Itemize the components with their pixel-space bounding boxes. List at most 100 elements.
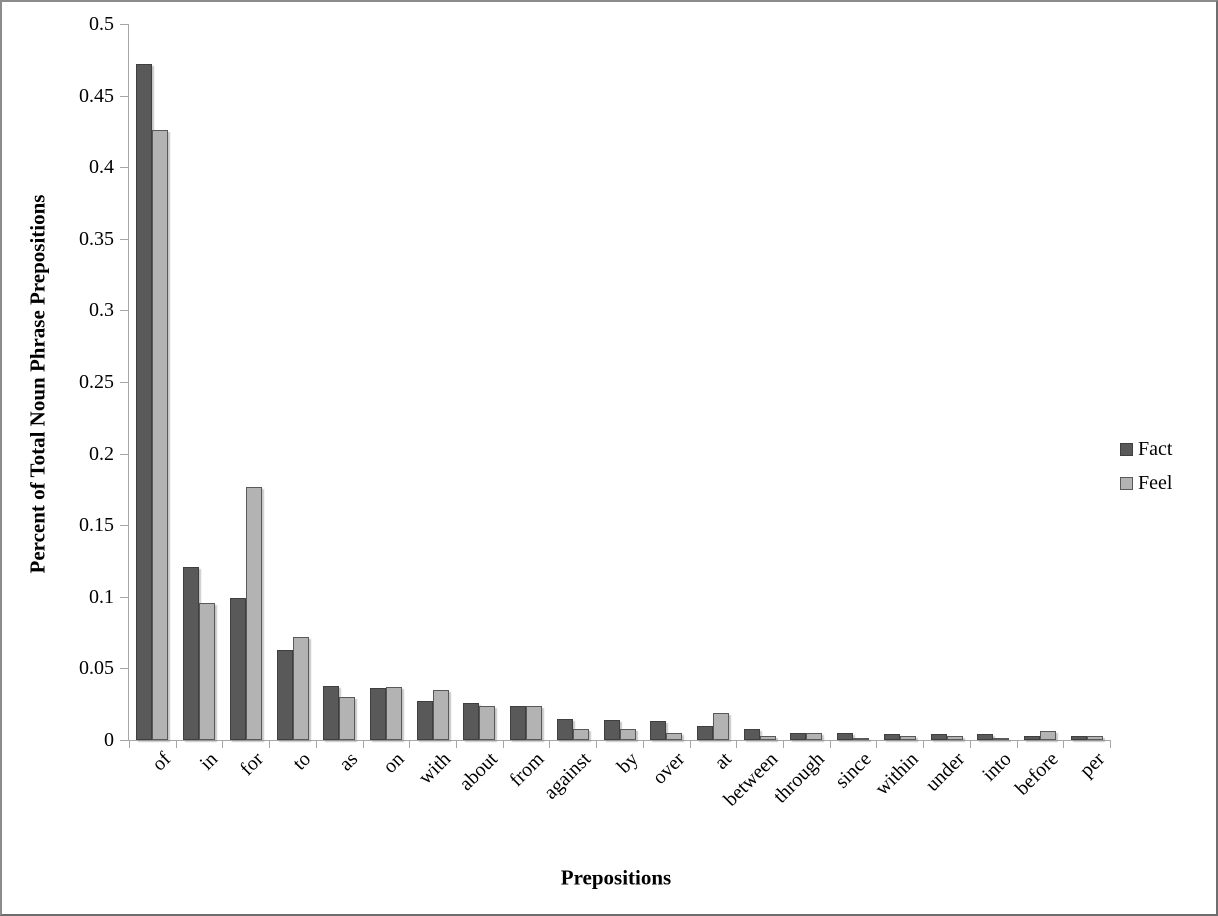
x-tick-label-of: of (147, 748, 175, 776)
y-tick-label: 0 (104, 729, 114, 751)
y-tick-label: 0.25 (79, 371, 114, 393)
x-axis-tick (643, 740, 644, 748)
x-tick-label-at: at (709, 748, 736, 774)
y-tick-label: 0.3 (89, 299, 114, 321)
y-axis-tick (120, 668, 128, 669)
bar-fact-before (1024, 736, 1040, 740)
x-axis-tick (596, 740, 597, 748)
x-axis-tick (316, 740, 317, 748)
x-axis-tick (923, 740, 924, 748)
bar-fact-per (1071, 736, 1087, 740)
legend-item-fact: Fact (1120, 438, 1172, 460)
bar-fact-within (884, 734, 900, 740)
x-axis-tick (876, 740, 877, 748)
y-axis-tick (120, 597, 128, 598)
x-axis-title: Prepositions (560, 865, 672, 890)
y-axis-tick (120, 740, 128, 741)
y-axis-tick (120, 525, 128, 526)
bar-feel-with (433, 690, 449, 740)
legend-swatch-fact-icon (1120, 442, 1133, 456)
x-tick-label-through: through (769, 748, 829, 808)
bar-feel-on (386, 687, 402, 740)
x-tick-label-on: on (378, 748, 409, 778)
x-tick-label-by: by (612, 748, 643, 778)
y-tick-label: 0.4 (89, 156, 114, 178)
legend-item-feel: Feel (1120, 472, 1172, 494)
plot-area (120, 24, 1111, 748)
y-tick-label: 0.35 (79, 228, 114, 250)
bar-feel-per (1087, 736, 1103, 740)
bar-feel-since (853, 738, 869, 740)
x-tick-label-against: against (539, 748, 596, 804)
x-axis-tick (503, 740, 504, 748)
x-tick-label-since: since (831, 748, 876, 793)
y-tick-label: 0.2 (89, 443, 114, 465)
bar-fact-under (931, 734, 947, 740)
x-axis-tick (690, 740, 691, 748)
y-axis-tick (120, 24, 128, 25)
x-tick-label-for: for (236, 748, 269, 781)
bar-feel-between (760, 736, 776, 740)
y-axis-tick (120, 167, 128, 168)
x-tick-label-to: to (288, 748, 316, 775)
bar-fact-about (463, 703, 479, 740)
legend-label-fact: Fact (1138, 437, 1173, 460)
bar-fact-with (417, 701, 433, 740)
x-axis-tick (830, 740, 831, 748)
bar-feel-of (152, 130, 168, 740)
bar-fact-of (136, 64, 152, 740)
x-axis-tick (549, 740, 550, 748)
bar-feel-as (339, 697, 355, 740)
x-tick-label-before: before (1010, 748, 1063, 800)
bar-feel-through (806, 733, 822, 740)
legend-label-feel: Feel (1138, 471, 1173, 494)
bar-feel-from (526, 706, 542, 740)
x-tick-label-about: about (454, 748, 502, 795)
x-axis-tick (176, 740, 177, 748)
bar-feel-under (947, 736, 963, 740)
x-tick-label-as: as (334, 748, 362, 776)
x-axis-tick (1110, 740, 1111, 748)
y-tick-label: 0.15 (79, 514, 114, 536)
y-axis-tick (120, 96, 128, 97)
x-tick-label-per: per (1075, 748, 1110, 782)
bar-feel-for (246, 487, 262, 740)
x-axis-tick (783, 740, 784, 748)
x-axis-tick (363, 740, 364, 748)
y-tick-label: 0.05 (79, 657, 114, 679)
x-tick-label-in: in (195, 748, 222, 775)
bar-fact-at (697, 726, 713, 740)
bar-fact-since (837, 733, 853, 740)
x-axis-tick (129, 740, 130, 748)
x-axis-tick (970, 740, 971, 748)
bar-feel-before (1040, 731, 1056, 740)
bar-fact-by (604, 720, 620, 740)
bar-feel-against (573, 729, 589, 740)
x-axis-tick (269, 740, 270, 748)
bar-fact-from (510, 706, 526, 740)
x-axis-tick (222, 740, 223, 748)
bar-feel-by (620, 729, 636, 740)
x-axis-tick (1063, 740, 1064, 748)
bar-fact-against (557, 719, 573, 740)
bar-fact-between (744, 729, 760, 740)
y-tick-label: 0.1 (89, 586, 114, 608)
x-axis-tick (1017, 740, 1018, 748)
x-tick-label-within: within (870, 748, 923, 800)
x-axis-tick (456, 740, 457, 748)
x-axis-tick (409, 740, 410, 748)
bar-feel-into (993, 738, 1009, 740)
bar-fact-in (183, 567, 199, 740)
x-tick-label-under: under (921, 748, 970, 796)
y-axis-tick (120, 382, 128, 383)
x-tick-label-over: over (648, 748, 689, 789)
legend: Fact Feel (1120, 438, 1172, 506)
bar-fact-into (977, 734, 993, 740)
bar-feel-at (713, 713, 729, 740)
bar-feel-about (479, 706, 495, 740)
x-tick-label-with: with (414, 748, 456, 789)
x-tick-label-into: into (978, 748, 1016, 786)
legend-swatch-feel-icon (1120, 476, 1133, 490)
y-axis-tick (120, 454, 128, 455)
bar-feel-over (666, 733, 682, 740)
